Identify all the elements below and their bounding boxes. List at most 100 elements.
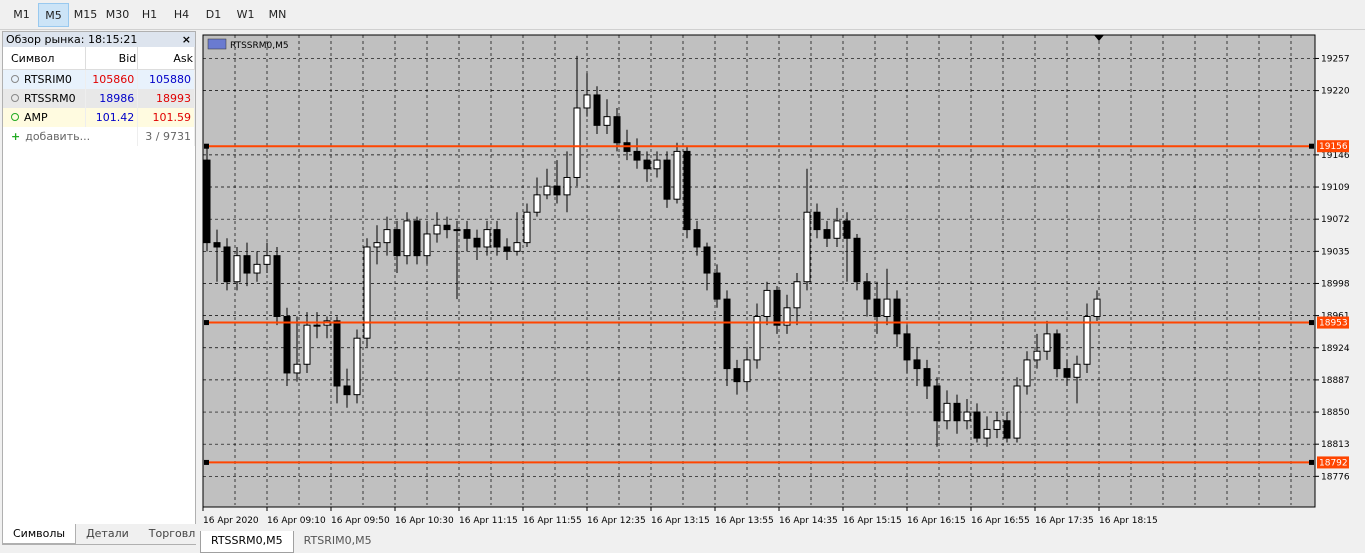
symbol-row[interactable]: RTSRIM0 105860 105880	[3, 69, 195, 89]
level-handle	[204, 143, 209, 149]
chart-tab[interactable]: RTSSRM0,M5	[200, 531, 294, 553]
candle-body	[783, 307, 791, 326]
candle-body	[213, 242, 221, 248]
candle-body	[293, 363, 301, 374]
candle-body	[693, 229, 701, 248]
candle-body	[663, 159, 671, 200]
candle-body	[523, 211, 531, 244]
candle-body	[673, 150, 681, 200]
panel-tab[interactable]: Торговл	[148, 527, 196, 540]
symbol-icon	[207, 38, 227, 50]
chart-label: RTSSRM0,M5	[230, 41, 289, 51]
candle-body	[423, 233, 431, 257]
candle-body	[413, 220, 421, 257]
column-header[interactable]: Символ	[3, 47, 86, 70]
x-tick-label: 16 Apr 14:35	[779, 516, 838, 526]
y-tick-label: 18887	[1321, 376, 1350, 386]
level-label-bg	[1317, 456, 1349, 469]
timeframe-button[interactable]: MN	[268, 7, 287, 21]
timeframe-button[interactable]: M1	[13, 7, 30, 21]
symbol-row[interactable]: AMP 101.42 101.59	[3, 108, 195, 127]
candle-body	[483, 229, 491, 248]
symbol-row[interactable]: RTSSRM0 18986 18993	[3, 89, 195, 108]
x-tick-label: 16 Apr 13:55	[715, 516, 774, 526]
y-tick-label: 19257	[1321, 54, 1350, 64]
x-tick-label: 16 Apr 09:10	[267, 516, 326, 526]
symbol-cell: RTSSRM0	[3, 89, 86, 108]
candle-body	[653, 159, 661, 170]
candle-body	[633, 150, 641, 161]
candle-body	[863, 281, 871, 300]
candle-body	[983, 428, 991, 439]
candle-body	[553, 185, 561, 196]
symbol-icon	[11, 75, 19, 83]
chart-tab[interactable]: RTSRIM0,M5	[303, 534, 372, 547]
level-handle	[1309, 143, 1314, 149]
candle-body	[203, 159, 211, 244]
x-tick-label: 16 Apr 15:15	[843, 516, 902, 526]
x-tick-label: 16 Apr 17:35	[1035, 516, 1094, 526]
candle-body	[403, 220, 411, 257]
timeframe-button[interactable]: H4	[173, 7, 190, 21]
candle-body	[1053, 333, 1061, 370]
symbol-name: AMP	[24, 111, 48, 124]
column-header[interactable]: Bid	[85, 47, 139, 70]
bid-cell: 105860	[85, 69, 139, 89]
candle-body	[733, 368, 741, 383]
timeframe-button[interactable]: M30	[105, 7, 130, 21]
y-tick-label: 19072	[1321, 215, 1350, 225]
timeframe-button[interactable]: W1	[236, 7, 255, 21]
add-label: добавить...	[25, 130, 91, 143]
timeframe-button[interactable]: M5	[38, 2, 69, 27]
shift-marker	[1094, 35, 1104, 41]
candle-body	[963, 411, 971, 422]
timeframe-toolbar: M1 M5 M15 M30 H1 H4 D1 W1 MN	[0, 0, 1365, 30]
panel-tab[interactable]: Символы	[2, 524, 77, 544]
panel-tabs: Символы Детали Торговл	[2, 524, 196, 544]
candle-body	[373, 242, 381, 248]
level-handle	[204, 459, 209, 465]
panel-title-text: Обзор рынка: 18:15:21	[6, 33, 138, 46]
candle-body	[913, 359, 921, 370]
candle-body	[393, 229, 401, 257]
candle-body	[893, 298, 901, 335]
timeframe-button[interactable]: H1	[141, 7, 158, 21]
column-header[interactable]: Ask	[137, 47, 195, 70]
candle-body	[1073, 363, 1081, 378]
candle-body	[363, 246, 371, 339]
panel-tab[interactable]: Детали	[86, 527, 129, 540]
timeframe-button[interactable]: D1	[205, 7, 222, 21]
candle-body	[473, 237, 481, 248]
ask-cell: 18993	[137, 89, 195, 108]
candle-body	[443, 224, 451, 231]
x-tick-label: 16 Apr 11:15	[459, 516, 518, 526]
symbol-cell: RTSRIM0	[3, 69, 86, 89]
candle-body	[683, 150, 691, 231]
add-cell: + добавить...	[3, 127, 139, 146]
candle-body	[253, 263, 261, 274]
candle-body	[643, 159, 651, 170]
y-tick-label: 18998	[1321, 279, 1350, 289]
x-tick-label: 16 Apr 16:15	[907, 516, 966, 526]
candle-body	[1043, 333, 1051, 352]
candle-body	[883, 298, 891, 317]
candle-body	[793, 281, 801, 309]
close-button[interactable]: ×	[181, 33, 191, 46]
add-row[interactable]: + добавить... 3 / 9731	[3, 127, 195, 146]
candle-body	[493, 229, 501, 248]
timeframe-button[interactable]: M15	[73, 7, 98, 21]
candle-body	[463, 229, 471, 239]
ask-cell: 105880	[137, 69, 195, 89]
candle-body	[583, 94, 591, 109]
candle-body	[953, 402, 961, 422]
candle-body	[233, 255, 241, 283]
candle-body	[353, 337, 361, 396]
candle-body	[453, 229, 461, 232]
candle-body	[263, 255, 271, 265]
candle-body	[903, 333, 911, 361]
candle-body	[973, 411, 981, 439]
x-tick-label: 16 Apr 13:15	[651, 516, 710, 526]
candle-body	[713, 272, 721, 300]
candle-body	[723, 298, 731, 370]
candle-body	[333, 320, 341, 387]
